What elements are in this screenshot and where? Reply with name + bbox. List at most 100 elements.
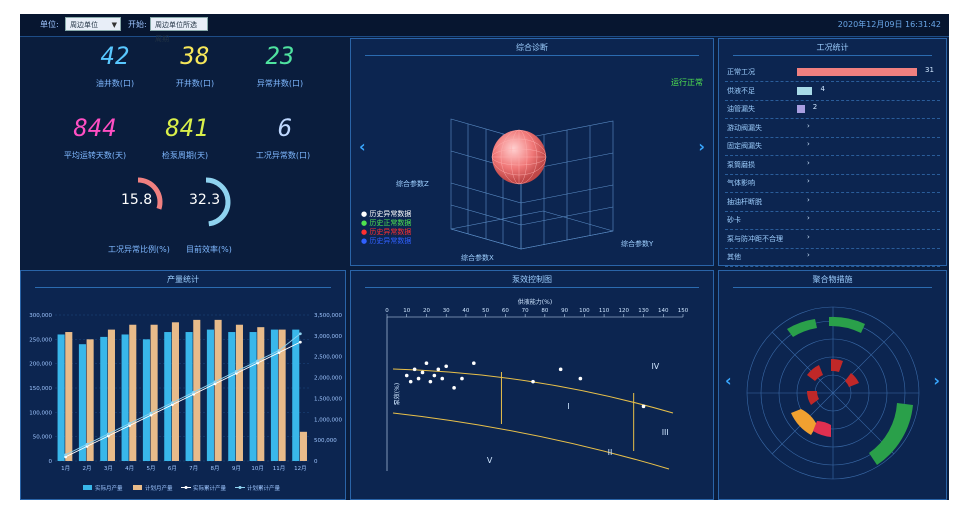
line-point xyxy=(170,401,174,404)
stats-panel: 42 油井数(口) 38 开井数(口) 23 异常井数(口) 844 平均运转天数(天) 841… xyxy=(20,38,346,266)
x-tick-label: 130 xyxy=(638,308,649,314)
unit-label: 单位: xyxy=(40,20,59,29)
bar xyxy=(270,329,278,461)
data-point xyxy=(578,376,583,381)
line-point xyxy=(64,453,68,457)
line-point xyxy=(298,332,302,336)
legend-swatch xyxy=(238,486,242,489)
line-point xyxy=(213,382,217,386)
work-stat-row[interactable]: 其他 › xyxy=(725,248,940,267)
line-point xyxy=(128,422,132,425)
zone-label: V xyxy=(487,456,493,465)
work-stat-row[interactable]: 固定阀漏失 › xyxy=(725,137,940,156)
work-stat-row[interactable]: 抽油杆断脱 › xyxy=(725,193,940,212)
work-stat-row[interactable]: 泵与防冲距不合理 › xyxy=(725,230,940,249)
work-stat-name: 游动阀漏失 xyxy=(727,123,762,132)
work-stat-name: 泵与防冲距不合理 xyxy=(727,234,783,243)
legend-label: 历史异常数据 xyxy=(369,210,412,218)
work-stat-name: 正常工况 xyxy=(727,68,755,76)
stat-label: 工况异常数(口) xyxy=(255,151,311,160)
y2-tick-label: 1,000,000 xyxy=(314,417,342,423)
unit-select[interactable]: 周边单位 ▼ xyxy=(65,17,121,31)
next-arrow-icon[interactable]: › xyxy=(698,137,705,156)
data-point xyxy=(472,361,476,365)
stat-value: 23 xyxy=(265,42,295,70)
work-stat-bar xyxy=(797,86,813,95)
polar-title: 聚合物措施 xyxy=(812,275,853,284)
legend-item: ● 历史正常数据 xyxy=(361,218,411,228)
x-tick-label: 110 xyxy=(599,308,610,314)
y2-tick-label: 3,000,000 xyxy=(314,334,342,340)
stat-value: 6 xyxy=(277,114,293,142)
axis-x-label: 综合参数X xyxy=(461,254,494,262)
y2-tick-label: 2,000,000 xyxy=(314,376,342,382)
title-divider xyxy=(733,55,932,56)
work-stats-panel: 工况统计 正常工况 31 供液不足 4 油管漏失 2 游动阀漏失 › 固定阀漏失 › 泵筒磨损 › 气体… xyxy=(718,38,947,267)
unit-select-value: 周边单位 xyxy=(70,21,98,29)
stat-value: 42 xyxy=(100,42,130,70)
legend-dot-icon: ● xyxy=(361,237,370,245)
legend-dot-icon: ● xyxy=(361,210,370,218)
gauge-label: 目前效率(%) xyxy=(186,245,232,254)
data-point xyxy=(432,373,437,378)
work-stat-count: 31 xyxy=(925,66,934,74)
data-point xyxy=(444,364,448,369)
work-stat-row[interactable]: 泵筒磨损 › xyxy=(725,156,940,175)
data-point xyxy=(416,376,421,381)
top-bar: 单位: 周边单位 ▼ 开始: 周边单位所选周期 2020年12月09日 16:3… xyxy=(20,14,949,43)
work-stat-row[interactable]: 正常工况 31 xyxy=(725,63,940,82)
datetime: 2020年12月09日 16:31:42 xyxy=(837,20,941,29)
work-stat-row[interactable]: 砂卡 › xyxy=(725,211,940,230)
polar-sectors xyxy=(787,316,913,465)
axis-y-label: 综合参数Y xyxy=(621,240,654,248)
line-point xyxy=(213,380,217,384)
control-chart-panel: 泵效控制图 0 10 20 30 40 50 60 70 80 90 100 110 120 130 140… xyxy=(350,270,714,500)
title-divider xyxy=(365,287,699,288)
start-select[interactable]: 周边单位所选周期 xyxy=(150,17,208,43)
dashboard-frame: 单位: 周边单位 ▼ 开始: 周边单位所选周期 2020年12月09日 16:3… xyxy=(20,14,949,500)
work-stat-row[interactable]: 供液不足 4 xyxy=(725,82,940,101)
title-divider xyxy=(365,55,699,56)
line-point xyxy=(85,445,89,448)
x-tick-label: 2月 xyxy=(83,465,92,472)
stat-value: 844 xyxy=(73,114,117,142)
next-arrow-icon[interactable]: › xyxy=(933,371,940,390)
chevron-right-icon: › xyxy=(807,121,810,130)
zone-label: I xyxy=(567,402,569,411)
bar xyxy=(121,334,129,461)
start-select-value: 周边单位所选周期 xyxy=(155,21,197,43)
work-stat-name: 油管漏失 xyxy=(727,105,755,113)
y-tick-label: 0 xyxy=(49,459,53,465)
prev-arrow-icon[interactable]: ‹ xyxy=(359,137,366,156)
work-stat-name: 供液不足 xyxy=(727,86,755,95)
data-point xyxy=(408,379,413,384)
control-chart-title: 泵效控制图 xyxy=(512,275,552,284)
bar xyxy=(129,324,137,461)
x-tick-label: 8月 xyxy=(211,465,220,472)
data-point xyxy=(440,376,445,381)
line-point xyxy=(149,413,153,417)
work-stat-row[interactable]: 游动阀漏失 › xyxy=(725,119,940,138)
x-tick-label: 4月 xyxy=(125,465,134,472)
prev-arrow-icon[interactable]: ‹ xyxy=(725,371,732,390)
zone-label: IV xyxy=(651,362,659,371)
x-tick-label: 70 xyxy=(522,308,529,314)
x-tick-label: 150 xyxy=(678,308,689,314)
x-tick-label: 100 xyxy=(579,308,590,314)
data-point xyxy=(558,367,563,372)
bar xyxy=(235,324,243,461)
line-point xyxy=(128,424,132,427)
bar xyxy=(206,329,214,461)
x-tick-label: 7月 xyxy=(189,465,198,472)
data-point xyxy=(641,404,646,409)
x-tick-label: 140 xyxy=(658,308,669,314)
work-stat-row[interactable]: 油管漏失 2 xyxy=(725,100,940,119)
stat-label: 检泵周期(天) xyxy=(161,151,209,160)
line-point xyxy=(64,455,68,459)
scatter3d-canvas xyxy=(450,118,614,250)
zone-label: III xyxy=(662,428,669,437)
legend-swatch xyxy=(133,485,142,490)
data-point xyxy=(420,370,425,375)
work-stat-row[interactable]: 气体影响 › xyxy=(725,174,940,193)
data-point xyxy=(412,367,417,372)
